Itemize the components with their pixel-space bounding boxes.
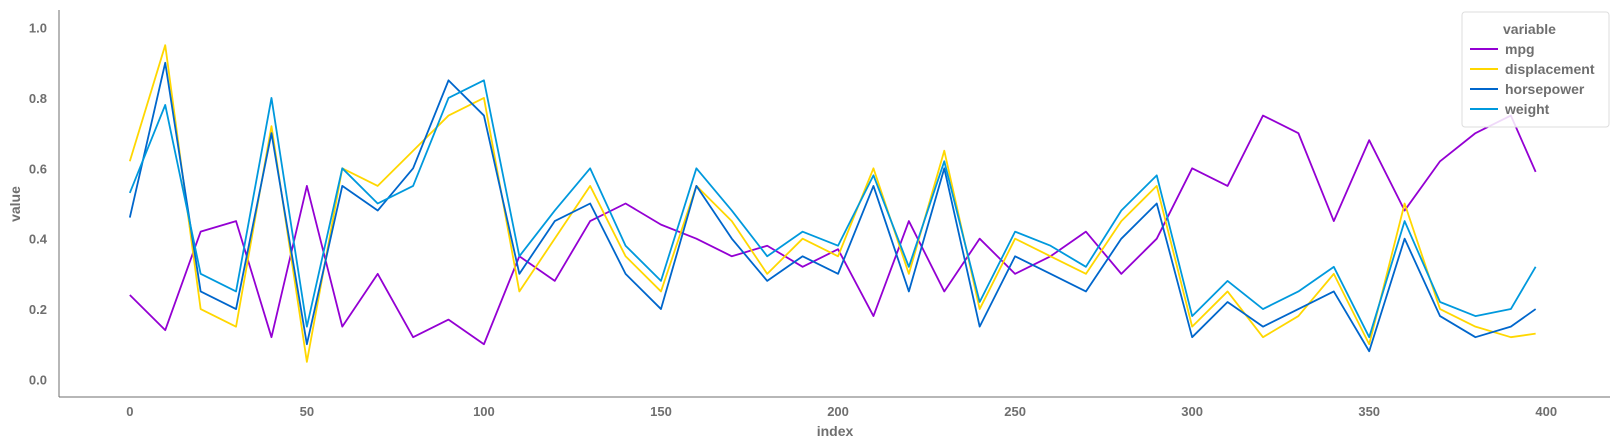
series-line-displacement <box>128 44 1536 363</box>
x-axis-label: index <box>817 423 854 439</box>
y-tick-label: 0.6 <box>29 161 47 176</box>
series-layer <box>128 44 1537 363</box>
series-line-horsepower <box>128 61 1537 353</box>
legend-title: variable <box>1503 21 1556 37</box>
y-tick-label: 1.0 <box>29 21 47 36</box>
x-tick-label: 300 <box>1181 404 1203 419</box>
x-tick-label: 0 <box>126 404 133 419</box>
x-tick-label: 50 <box>300 404 314 419</box>
x-tick-label: 200 <box>827 404 849 419</box>
x-tick-label: 400 <box>1535 404 1557 419</box>
legend-label-weight: weight <box>1504 101 1550 117</box>
y-tick-label: 0.2 <box>29 302 47 317</box>
x-tick-label: 250 <box>1004 404 1026 419</box>
x-tick-label: 100 <box>473 404 495 419</box>
y-axis-label: value <box>7 186 23 222</box>
x-ticks: 0 50 100 150 200 250 300 350 400 <box>126 404 1557 419</box>
legend-label-displacement: displacement <box>1505 61 1595 77</box>
x-tick-label: 150 <box>650 404 672 419</box>
legend-items: mpg displacement horsepower weight <box>1470 41 1595 117</box>
y-ticks: 0.0 0.2 0.4 0.6 0.8 1.0 <box>29 21 48 388</box>
legend: variable mpg displacement horsepower weight <box>1461 11 1610 128</box>
series-line-mpg <box>129 114 1537 346</box>
x-tick-label: 350 <box>1358 404 1380 419</box>
legend-label-horsepower: horsepower <box>1505 81 1585 97</box>
series-line-weight <box>128 79 1537 339</box>
legend-box <box>1461 11 1610 128</box>
y-tick-label: 0.0 <box>29 372 47 387</box>
y-tick-label: 0.8 <box>29 91 47 106</box>
y-tick-label: 0.4 <box>29 232 48 247</box>
legend-label-mpg: mpg <box>1505 41 1535 57</box>
